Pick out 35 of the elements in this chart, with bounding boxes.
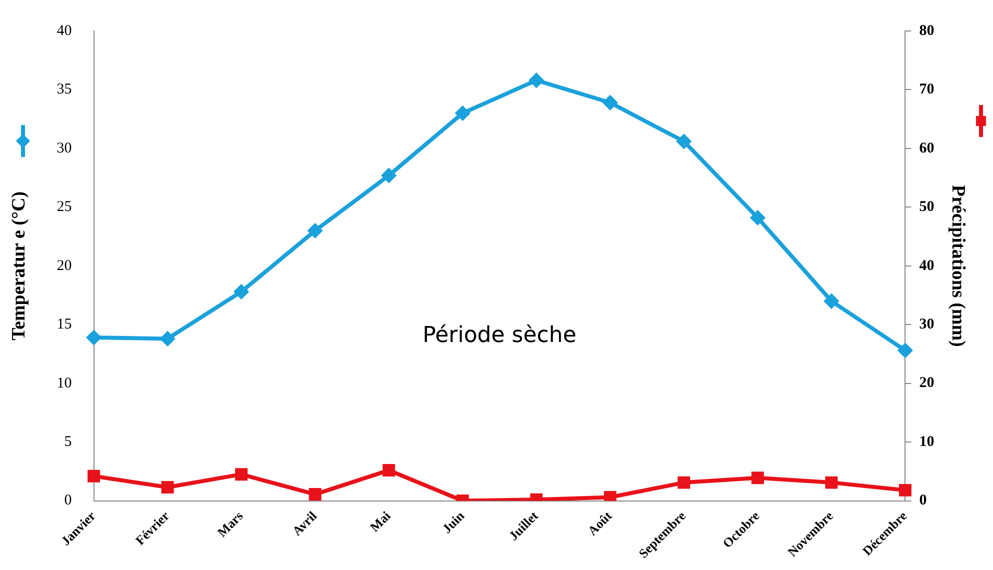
y2-tick-label: 80 (919, 22, 934, 39)
point (529, 73, 544, 88)
point (603, 96, 618, 110)
y-tick-label: 15 (56, 316, 72, 333)
y-tick-label: 40 (56, 22, 72, 39)
point (456, 106, 470, 120)
x-tick-label: Juin (439, 508, 468, 536)
y-tick-label: 0 (64, 492, 72, 509)
x-tick-label: Mai (366, 508, 394, 535)
annotation: Période sèche (422, 323, 576, 348)
y-tick-label: 30 (56, 140, 72, 156)
y-tick-label: 35 (56, 82, 72, 98)
y2-tick-label: 40 (919, 258, 934, 274)
point (750, 210, 765, 225)
y-axis-title: Temperatur e (°C) (8, 191, 30, 340)
point (308, 224, 322, 238)
y2-tick-label: 20 (919, 375, 934, 392)
point (160, 332, 175, 346)
y2-tick-label: 30 (919, 316, 934, 332)
y2-tick-label: 10 (919, 434, 934, 450)
y-tick-label: 10 (56, 375, 72, 392)
y-tick-label: 25 (56, 199, 72, 216)
point (898, 343, 912, 358)
point (234, 284, 248, 299)
y2-axis-title: Précipitations (mm) (948, 184, 969, 347)
point (676, 134, 691, 148)
point (86, 330, 101, 345)
y2-tick-label: 50 (919, 199, 934, 216)
y-tick-label: 20 (56, 258, 72, 274)
y2-tick-label: 70 (919, 82, 934, 98)
y-tick-label: 5 (64, 434, 72, 450)
point (382, 168, 396, 182)
y2-tick-label: 0 (919, 492, 927, 509)
point (824, 294, 838, 308)
y2-tick-label: 60 (919, 140, 934, 156)
